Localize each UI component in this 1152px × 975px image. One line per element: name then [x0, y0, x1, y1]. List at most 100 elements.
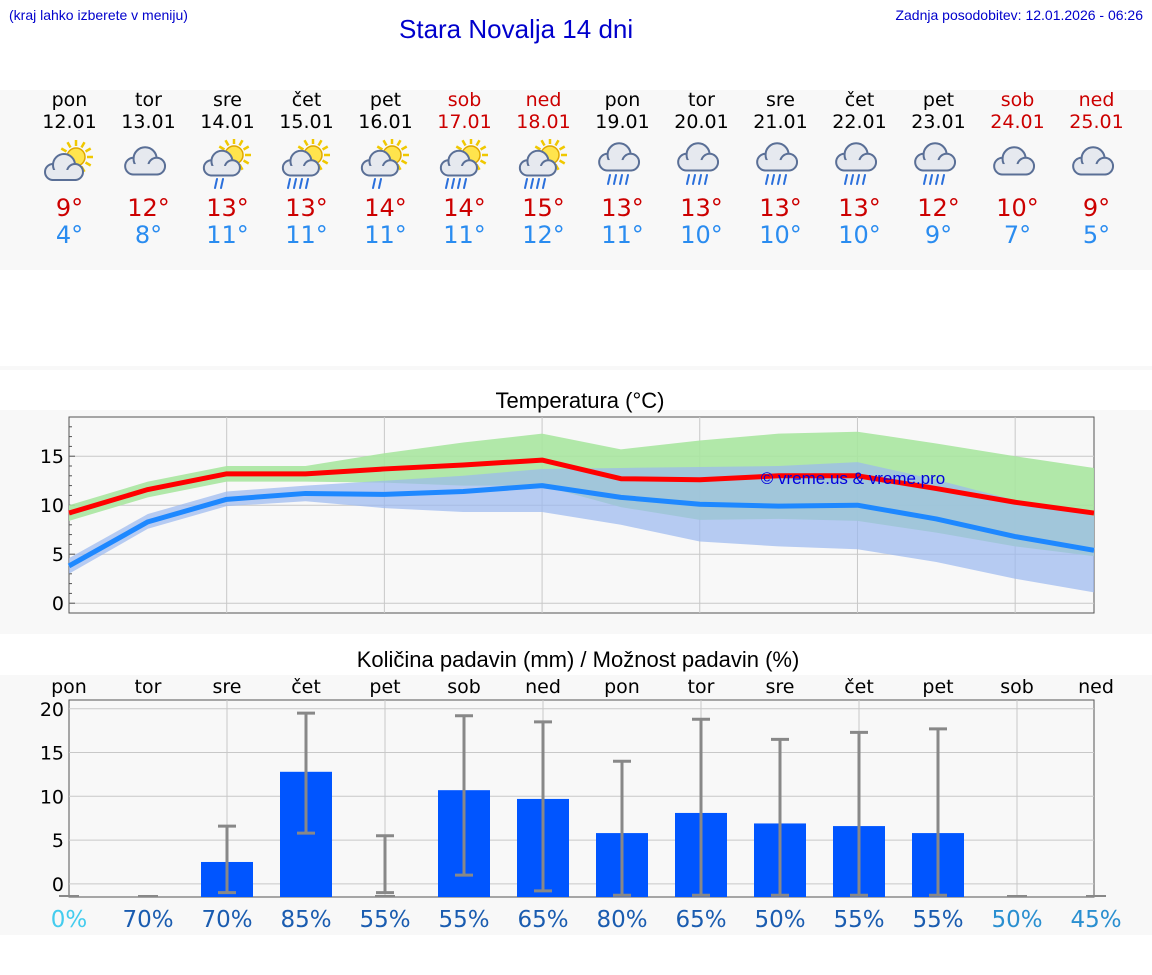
sun-ray: [558, 145, 565, 151]
temp-min: 7°: [1003, 221, 1032, 249]
forecast-day: sob 17.01 14° 11°: [425, 90, 504, 249]
rain-drops: [523, 178, 546, 189]
rain-drop: [219, 178, 224, 189]
cloudy-icon: [1071, 146, 1114, 176]
rain-drops: [286, 178, 309, 189]
cloud-body: [52, 170, 75, 180]
cloud-shape: [518, 149, 557, 177]
rain-drop: [286, 178, 291, 189]
temp-max: 15°: [522, 194, 565, 222]
cloudy-icon: [992, 146, 1035, 176]
temp-chart-title: Temperatura (°C): [496, 388, 665, 413]
rain-drop: [697, 174, 702, 185]
day-name: čet: [291, 89, 322, 111]
day-date: 24.01: [990, 111, 1045, 133]
sun-ray: [84, 147, 91, 153]
precip-day-label: sre: [213, 676, 242, 698]
rain-drop: [450, 178, 455, 189]
rain-drop: [776, 174, 781, 185]
cloud-shape: [360, 149, 399, 177]
day-name: sre: [766, 89, 795, 111]
precip-ytick-label: 0: [52, 874, 64, 896]
rain-drop: [612, 174, 617, 185]
watermark: © vreme.us & vreme.pro: [761, 469, 945, 488]
cloud-rain-icon: [676, 142, 719, 185]
precip-day-label: ned: [525, 676, 561, 698]
forecast-day: pon 19.01 13° 11°: [583, 90, 662, 249]
sun-ray: [79, 141, 86, 149]
rain-drop: [685, 174, 690, 185]
cloud-body: [765, 160, 789, 171]
rain-drop: [861, 174, 866, 185]
precip-day-label: pon: [51, 676, 87, 698]
temp-min: 5°: [1082, 221, 1111, 249]
cloud-shape: [597, 142, 640, 172]
cloud-shape: [43, 153, 84, 181]
day-date: 20.01: [674, 111, 729, 133]
day-name: pon: [51, 89, 88, 111]
rain-drops: [843, 174, 866, 185]
precip-day-label: sob: [447, 676, 481, 698]
forecast-day: čet 22.01 13° 10°: [820, 90, 899, 249]
cloud-body: [1002, 164, 1026, 175]
temp-min: 10°: [680, 221, 723, 249]
cloud-body: [368, 165, 390, 176]
day-date: 13.01: [121, 111, 176, 133]
forecast-band: [0, 90, 1152, 270]
temp-min: 11°: [364, 221, 407, 249]
daily-forecast: pon 12.01 9° 4° tor 13.01 12° 8° sre 14.01 13° 11° č…: [0, 90, 1152, 270]
day-date: 19.01: [595, 111, 650, 133]
sun-ray: [242, 159, 249, 165]
sun-ray: [297, 145, 304, 151]
cloud-shape: [676, 142, 719, 172]
sun-rain-icon: [281, 139, 330, 189]
rain-drop: [624, 174, 629, 185]
rain-drop: [535, 178, 540, 189]
sun-ray: [534, 145, 541, 151]
sun-ray: [84, 161, 91, 167]
precip-chance-label: 0%: [51, 907, 88, 933]
cloud-shape: [1071, 146, 1114, 176]
precip-day-label: sre: [766, 676, 795, 698]
temp-max: 13°: [285, 194, 328, 222]
sun-ray: [316, 139, 323, 147]
precip-ytick-label: 5: [52, 830, 64, 852]
precip-day-label: pon: [604, 676, 640, 698]
rain-drop: [855, 174, 860, 185]
sun-rain-icon: [439, 139, 488, 189]
sun-rain-icon: [518, 139, 567, 189]
sun-ray: [321, 159, 328, 165]
forecast-day: pon 12.01 9° 4°: [30, 90, 109, 249]
forecast-day: sre 14.01 13° 11°: [188, 90, 267, 249]
temp-min: 11°: [206, 221, 249, 249]
cloud-body: [844, 160, 868, 171]
rain-drop: [940, 174, 945, 185]
temp-max-line: [68, 457, 1095, 516]
precip-chance-label: 55%: [912, 907, 963, 933]
rain-drops: [685, 174, 708, 185]
cloud-shape: [281, 149, 320, 177]
day-name: ned: [525, 89, 562, 111]
rain-drops: [371, 178, 382, 189]
day-date: 23.01: [911, 111, 966, 133]
sun-ray: [223, 139, 230, 147]
temp-max: 13°: [838, 194, 881, 222]
precip-ytick-label: 15: [40, 743, 64, 765]
cloud-shape: [202, 149, 241, 177]
day-date: 16.01: [358, 111, 413, 133]
day-name: sob: [1000, 89, 1035, 111]
temp-min-line: [67, 483, 1095, 569]
temp-max: 13°: [759, 194, 802, 222]
temp-min: 9°: [924, 221, 953, 249]
precip-chance-label: 70%: [201, 907, 252, 933]
temp-ytick-label: 0: [52, 593, 64, 615]
day-date: 25.01: [1069, 111, 1124, 133]
sun-ray: [455, 145, 462, 151]
precip-day-label: sob: [1000, 676, 1034, 698]
forecast-day: tor 13.01 12° 8°: [109, 90, 188, 249]
precip-chance-label: 45%: [1070, 907, 1121, 933]
cloud-rain-icon: [834, 142, 877, 185]
separator-band: [0, 366, 1152, 370]
sun-ray: [376, 145, 383, 151]
rain-drop: [213, 178, 218, 189]
